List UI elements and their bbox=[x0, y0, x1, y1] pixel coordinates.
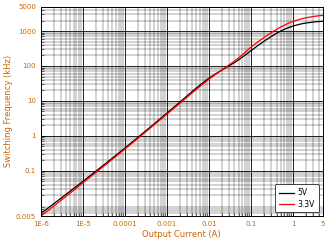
3.3V bbox=[163, 114, 167, 117]
5V bbox=[264, 39, 268, 42]
5V bbox=[153, 122, 157, 125]
3.3V bbox=[39, 215, 43, 218]
Legend: 5V, 3.3V: 5V, 3.3V bbox=[275, 184, 319, 212]
5V bbox=[68, 190, 72, 193]
3.3V bbox=[264, 35, 268, 38]
5V bbox=[39, 212, 43, 215]
5V bbox=[163, 113, 167, 116]
5V bbox=[232, 61, 236, 64]
Y-axis label: Switching Frequency (kHz): Switching Frequency (kHz) bbox=[4, 55, 13, 167]
5V bbox=[321, 20, 325, 23]
3.3V bbox=[321, 14, 325, 17]
3.3V bbox=[232, 60, 236, 63]
3.3V bbox=[259, 38, 263, 41]
3.3V bbox=[153, 123, 157, 126]
X-axis label: Output Current (A): Output Current (A) bbox=[142, 230, 221, 239]
3.3V bbox=[68, 192, 72, 195]
Line: 3.3V: 3.3V bbox=[41, 16, 323, 216]
5V bbox=[259, 42, 263, 45]
Line: 5V: 5V bbox=[41, 21, 323, 213]
